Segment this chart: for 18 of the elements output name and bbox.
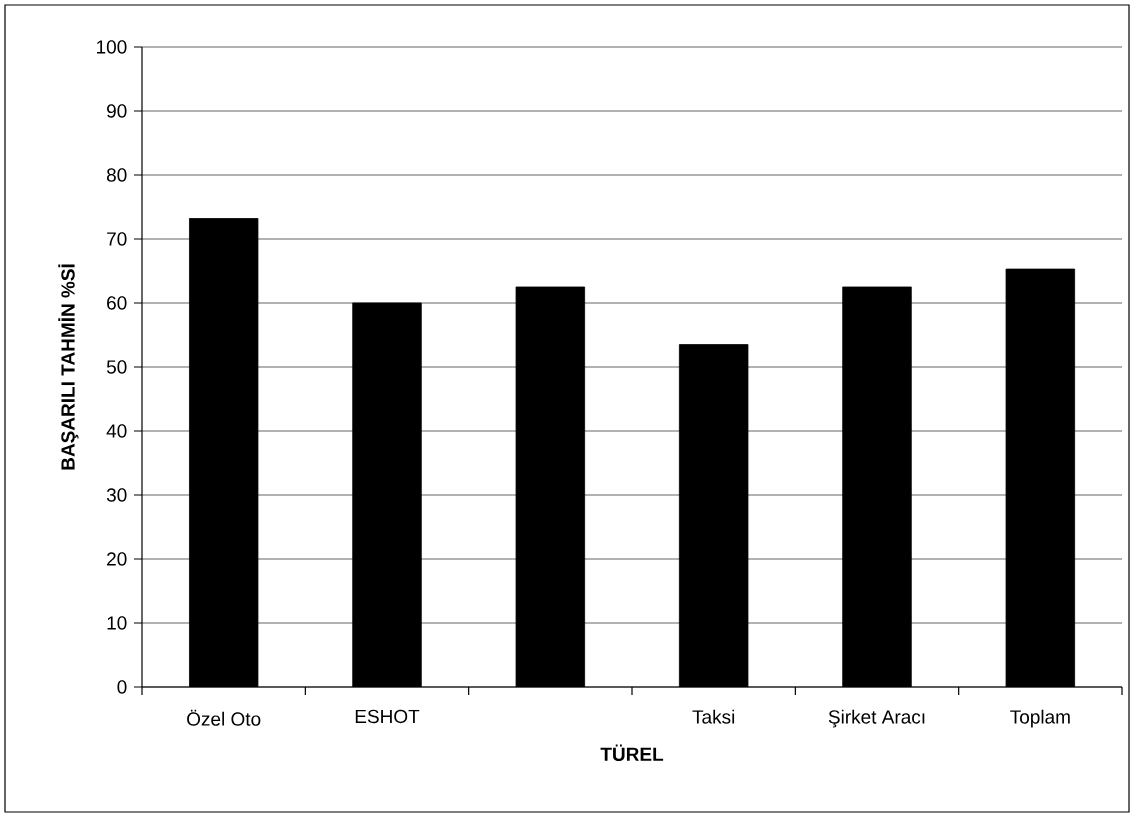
y-tick-label: 70 <box>107 232 127 246</box>
x-tick-label: Taksi <box>692 709 735 724</box>
y-tick-label: 50 <box>106 360 127 374</box>
x-tick-label: Toplam <box>1010 709 1070 728</box>
x-tick-label: ESHOT <box>355 709 420 724</box>
y-tick-label: 20 <box>107 552 127 566</box>
x-axis-title: TÜREL <box>600 744 664 761</box>
y-axis-title: BAŞARILI TAHMİN %Sİ <box>58 264 79 470</box>
x-tick-label: Özel Oto <box>187 709 261 726</box>
y-tick-label: 100 <box>97 40 127 54</box>
y-tick-label: 30 <box>106 488 127 502</box>
x-tick-label: Şirket Aracı <box>828 709 925 728</box>
y-tick-label: 40 <box>106 424 127 438</box>
y-tick-label: 80 <box>106 168 127 182</box>
y-tick-label: 0 <box>117 680 127 694</box>
y-tick-label: 10 <box>107 616 127 630</box>
y-tick-label: 60 <box>107 296 127 310</box>
y-tick-label: 90 <box>107 104 127 118</box>
